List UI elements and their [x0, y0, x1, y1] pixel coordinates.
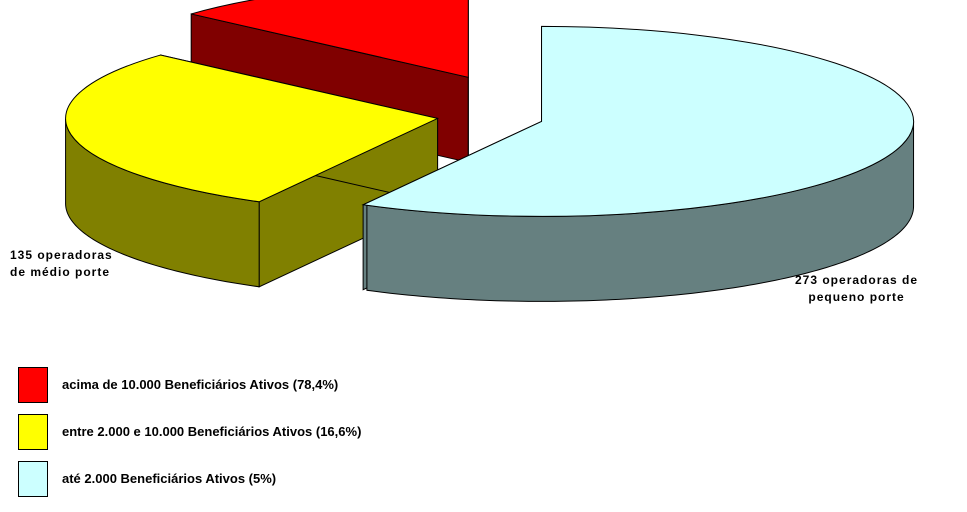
- slice-label: 135 operadoras de médio porte: [10, 248, 113, 279]
- legend-label: acima de 10.000 Beneficiários Ativos (78…: [62, 377, 339, 392]
- legend-swatch: [18, 461, 48, 497]
- legend-label: até 2.000 Beneficiários Ativos (5%): [62, 471, 277, 486]
- slice-top: [191, 0, 469, 78]
- legend-label: entre 2.000 e 10.000 Beneficiários Ativo…: [62, 424, 362, 439]
- slice-label: 273 operadoras de pequeno porte: [795, 273, 919, 304]
- legend-swatch: [18, 414, 48, 450]
- slice-top: [65, 54, 440, 203]
- slice-top: [361, 25, 915, 217]
- pie-slice: [361, 25, 915, 302]
- legend-swatch: [18, 367, 48, 403]
- pie-slice: [65, 54, 440, 288]
